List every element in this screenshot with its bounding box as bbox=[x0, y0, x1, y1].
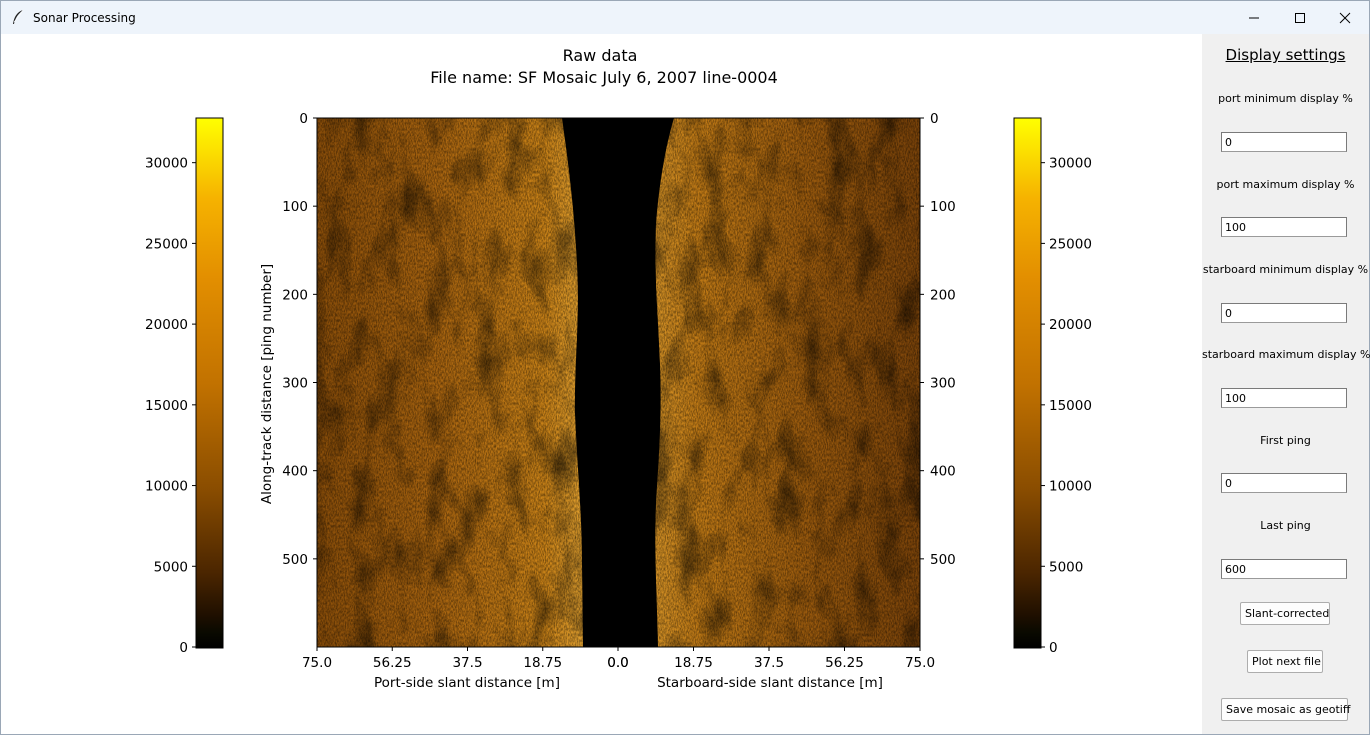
x-tick-label-port: 37.5 bbox=[452, 655, 482, 671]
x-tick-label-port: 18.75 bbox=[523, 655, 562, 671]
plot-title-line2: File name: SF Mosaic July 6, 2007 line-0… bbox=[430, 68, 778, 87]
first-ping-input[interactable] bbox=[1221, 473, 1347, 493]
x-tick-label-starboard: 18.75 bbox=[674, 655, 713, 671]
y-tick-label-left: 200 bbox=[282, 287, 308, 303]
y-tick-label-right: 200 bbox=[930, 287, 956, 303]
y-tick-label-left: 300 bbox=[282, 376, 308, 392]
y-tick-label-right: 100 bbox=[930, 199, 956, 215]
x-tick-label-port: 75.0 bbox=[302, 655, 332, 671]
y-tick-label-left: 100 bbox=[282, 199, 308, 215]
y-axis-label: Along-track distance [ping number] bbox=[259, 264, 275, 504]
colorbar-starboard-tick-label: 30000 bbox=[1049, 156, 1092, 172]
port-min-label: port minimum display % bbox=[1218, 92, 1353, 105]
y-tick-label-left: 500 bbox=[282, 552, 308, 568]
colorbar-starboard-gradient bbox=[1013, 117, 1042, 649]
minimize-icon bbox=[1249, 17, 1259, 18]
y-tick-label-left: 400 bbox=[282, 464, 308, 480]
close-button[interactable] bbox=[1322, 1, 1368, 34]
colorbar-starboard-ticks: 0 5000 10000 15000 20000 25000 30000 bbox=[1041, 156, 1092, 656]
last-ping-label: Last ping bbox=[1260, 519, 1311, 532]
y-tick-label-right: 300 bbox=[930, 376, 956, 392]
x-axis-label-port: Port-side slant distance [m] bbox=[374, 675, 560, 691]
colorbar-starboard-tick-label: 0 bbox=[1049, 640, 1058, 656]
y-tick-label-right: 500 bbox=[930, 552, 956, 568]
plot-title-line1: Raw data bbox=[563, 46, 638, 65]
colorbar-port-tick-label: 5000 bbox=[154, 559, 188, 575]
slant-corrected-button[interactable]: Slant-corrected bbox=[1240, 602, 1330, 625]
plot-next-file-button[interactable]: Plot next file bbox=[1247, 650, 1323, 673]
starboard-min-input[interactable] bbox=[1221, 303, 1347, 323]
colorbar-starboard-tick-label: 10000 bbox=[1049, 479, 1092, 495]
x-tick-label-starboard: 56.25 bbox=[825, 655, 864, 671]
last-ping-input[interactable] bbox=[1221, 559, 1347, 579]
first-ping-label: First ping bbox=[1260, 434, 1311, 447]
plot-canvas[interactable]: Raw data File name: SF Mosaic July 6, 20… bbox=[2, 34, 1202, 734]
colorbar-port-gradient bbox=[195, 117, 224, 649]
port-min-input[interactable] bbox=[1221, 132, 1347, 152]
feather-icon bbox=[13, 9, 24, 24]
colorbar-starboard-tick-label: 20000 bbox=[1049, 317, 1092, 333]
y-tick-label-right: 0 bbox=[930, 111, 939, 127]
y-tick-label-left: 0 bbox=[299, 111, 308, 127]
title-bar[interactable]: Sonar Processing bbox=[1, 1, 1369, 34]
starboard-max-input[interactable] bbox=[1221, 388, 1347, 408]
colorbar-starboard-tick-label: 15000 bbox=[1049, 398, 1092, 414]
maximize-button[interactable] bbox=[1277, 1, 1323, 34]
colorbar-port: 0 5000 10000 15000 20000 25000 30000 bbox=[145, 117, 224, 656]
settings-sidebar: Display settings port minimum display % … bbox=[1202, 34, 1370, 734]
x-tick-label-port: 0.0 bbox=[607, 655, 628, 671]
port-max-label: port maximum display % bbox=[1216, 178, 1355, 191]
x-tick-label-starboard: 37.5 bbox=[754, 655, 784, 671]
close-icon bbox=[1339, 12, 1351, 23]
colorbar-port-tick-label: 15000 bbox=[145, 398, 188, 414]
colorbar-port-tick-label: 20000 bbox=[145, 317, 188, 333]
colorbar-port-tick-label: 30000 bbox=[145, 156, 188, 172]
x-axis-label-starboard: Starboard-side slant distance [m] bbox=[657, 675, 883, 691]
starboard-max-label: starboard maximum display % bbox=[1202, 348, 1370, 361]
colorbar-starboard-tick-label: 25000 bbox=[1049, 236, 1092, 252]
minimize-button[interactable] bbox=[1231, 1, 1277, 34]
plot-title: Raw data File name: SF Mosaic July 6, 20… bbox=[430, 46, 778, 87]
maximize-icon bbox=[1295, 12, 1305, 23]
colorbar-port-tick-label: 10000 bbox=[145, 479, 188, 495]
water-column bbox=[562, 118, 674, 647]
colorbar-starboard-tick-label: 5000 bbox=[1049, 559, 1083, 575]
colorbar-port-ticks: 0 5000 10000 15000 20000 25000 30000 bbox=[145, 156, 196, 656]
colorbar-starboard: 0 5000 10000 15000 20000 25000 30000 bbox=[1013, 117, 1092, 656]
x-tick-label-starboard: 75.0 bbox=[905, 655, 935, 671]
sonar-image bbox=[316, 117, 921, 648]
sonar-figure: Raw data File name: SF Mosaic July 6, 20… bbox=[145, 46, 1092, 691]
image-axes: 0 0 100 100 200 200 300 300 400 400 500 500 75.0 56.2… bbox=[282, 111, 956, 671]
y-tick-label-right: 400 bbox=[930, 464, 956, 480]
port-max-input[interactable] bbox=[1221, 217, 1347, 237]
window-title: Sonar Processing bbox=[33, 11, 136, 25]
x-tick-label-port: 56.25 bbox=[373, 655, 412, 671]
settings-title: Display settings bbox=[1225, 46, 1346, 64]
starboard-min-label: starboard minimum display % bbox=[1202, 263, 1369, 276]
x-tick-label-starboard: 0.0 bbox=[607, 655, 628, 671]
colorbar-port-tick-label: 25000 bbox=[145, 236, 188, 252]
save-geotiff-button[interactable]: Save mosaic as geotiff bbox=[1221, 698, 1350, 721]
colorbar-port-tick-label: 0 bbox=[179, 640, 188, 656]
